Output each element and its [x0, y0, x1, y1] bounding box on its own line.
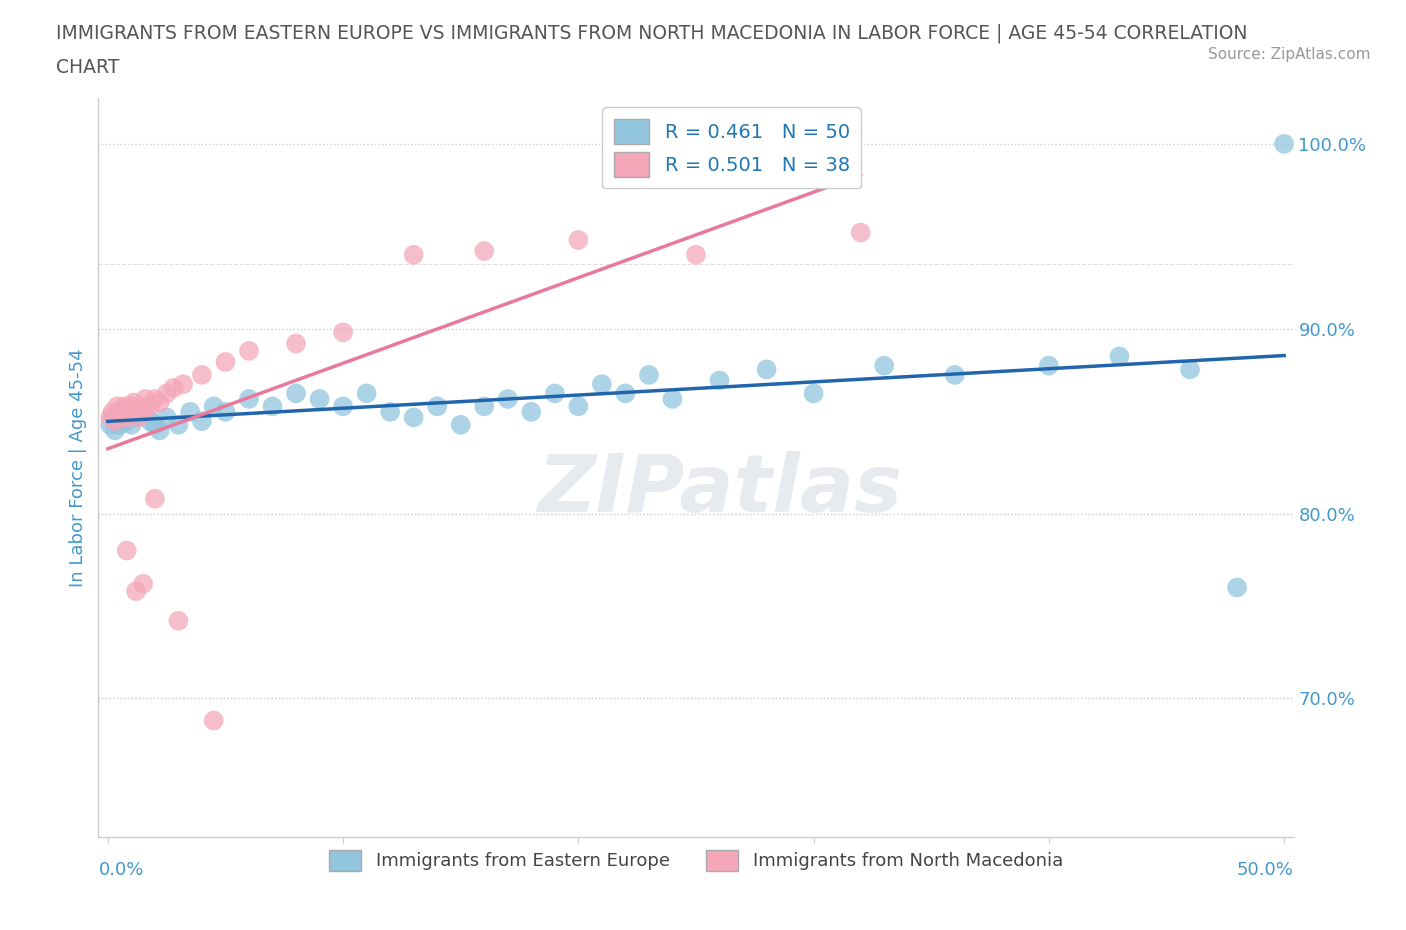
Point: [108, 410, 131, 425]
Point: [111, 410, 134, 425]
Point: [638, 367, 661, 382]
Point: [849, 225, 872, 240]
Point: [1226, 580, 1249, 595]
Point: [685, 247, 707, 262]
Point: [125, 584, 148, 599]
Point: [378, 405, 401, 419]
Point: [308, 392, 330, 406]
Point: [191, 414, 214, 429]
Point: [156, 386, 179, 401]
Point: [125, 405, 148, 419]
Point: [118, 405, 141, 419]
Point: [496, 392, 519, 406]
Point: [332, 399, 354, 414]
Point: [132, 577, 155, 591]
Point: [803, 386, 825, 401]
Point: [238, 343, 260, 358]
Point: [1272, 137, 1295, 152]
Point: [709, 373, 731, 388]
Point: [356, 386, 378, 401]
Point: [1038, 358, 1060, 373]
Point: [143, 491, 166, 506]
Point: [202, 399, 225, 414]
Point: [115, 414, 138, 429]
Point: [120, 418, 142, 432]
Point: [149, 423, 172, 438]
Point: [105, 399, 128, 414]
Point: [101, 405, 124, 419]
Point: [402, 247, 425, 262]
Text: CHART: CHART: [56, 58, 120, 76]
Point: [472, 244, 495, 259]
Point: [143, 418, 166, 432]
Text: Source: ZipAtlas.com: Source: ZipAtlas.com: [1208, 46, 1371, 61]
Point: [567, 232, 589, 247]
Point: [202, 713, 225, 728]
Point: [104, 423, 127, 438]
Point: [163, 380, 186, 395]
Text: ZIPatlas: ZIPatlas: [537, 450, 903, 528]
Point: [129, 399, 152, 414]
Point: [332, 325, 354, 339]
Point: [214, 354, 236, 369]
Point: [139, 414, 162, 429]
Y-axis label: In Labor Force | Age 45-54: In Labor Force | Age 45-54: [69, 348, 87, 587]
Point: [426, 399, 449, 414]
Point: [520, 405, 543, 419]
Point: [450, 418, 472, 432]
Point: [111, 405, 134, 419]
Point: [191, 367, 214, 382]
Point: [112, 405, 135, 419]
Point: [127, 410, 149, 425]
Legend: Immigrants from Eastern Europe, Immigrants from North Macedonia: Immigrants from Eastern Europe, Immigran…: [319, 841, 1073, 880]
Point: [1178, 362, 1201, 377]
Point: [132, 405, 155, 419]
Point: [591, 377, 613, 392]
Point: [1108, 349, 1130, 364]
Point: [139, 399, 162, 414]
Point: [567, 399, 589, 414]
Point: [120, 399, 142, 414]
Point: [167, 418, 190, 432]
Text: IMMIGRANTS FROM EASTERN EUROPE VS IMMIGRANTS FROM NORTH MACEDONIA IN LABOR FORCE: IMMIGRANTS FROM EASTERN EUROPE VS IMMIGR…: [56, 23, 1247, 43]
Point: [125, 410, 148, 425]
Point: [285, 336, 308, 351]
Point: [104, 414, 127, 429]
Text: 0.0%: 0.0%: [98, 861, 143, 879]
Point: [149, 395, 172, 410]
Point: [122, 395, 145, 410]
Point: [101, 410, 124, 425]
Point: [661, 392, 683, 406]
Point: [132, 405, 155, 419]
Point: [943, 367, 966, 382]
Point: [112, 399, 135, 414]
Point: [544, 386, 567, 401]
Point: [285, 386, 308, 401]
Text: 50.0%: 50.0%: [1237, 861, 1294, 879]
Point: [614, 386, 637, 401]
Point: [105, 414, 128, 429]
Point: [873, 358, 896, 373]
Point: [134, 392, 156, 406]
Point: [156, 410, 179, 425]
Point: [143, 392, 166, 406]
Point: [179, 405, 201, 419]
Point: [172, 377, 194, 392]
Point: [98, 410, 121, 425]
Point: [167, 613, 190, 628]
Point: [238, 392, 260, 406]
Point: [108, 418, 131, 432]
Point: [755, 362, 778, 377]
Point: [98, 418, 121, 432]
Point: [115, 543, 138, 558]
Point: [402, 410, 425, 425]
Point: [214, 405, 236, 419]
Point: [115, 410, 138, 425]
Point: [262, 399, 284, 414]
Point: [472, 399, 495, 414]
